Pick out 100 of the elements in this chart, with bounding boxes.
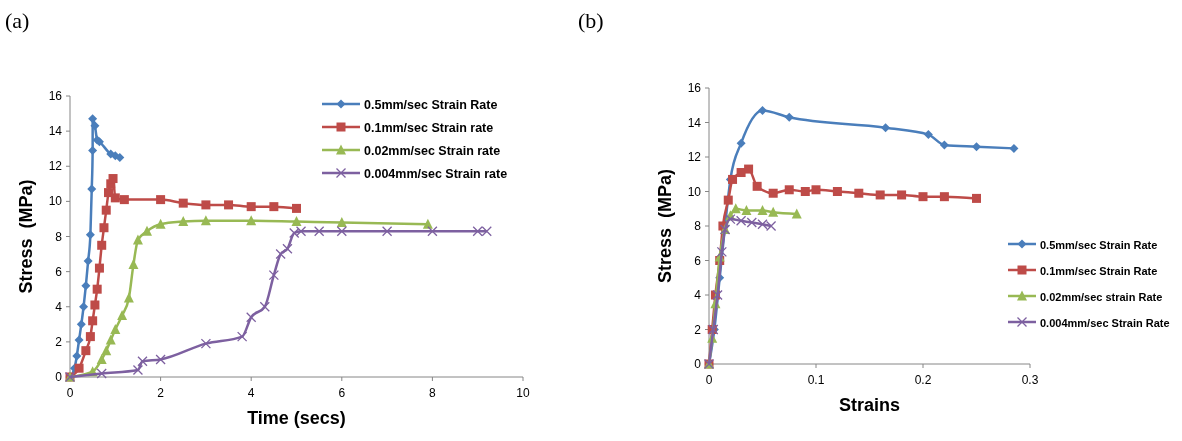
y-tick-label: 16: [687, 81, 702, 95]
y-tick-label: 6: [55, 264, 63, 279]
point: [132, 234, 143, 245]
point: [730, 203, 741, 214]
legend-label: 0.5mm/sec Strain Rate: [364, 97, 498, 112]
y-tick-label: 0: [694, 357, 702, 371]
point: [246, 202, 256, 212]
point: [268, 269, 279, 281]
point: [314, 226, 325, 237]
y-tick-label: 10: [687, 184, 702, 199]
chart-title: (b): [578, 8, 604, 33]
x-axis-title: Strains: [838, 395, 901, 415]
point: [259, 301, 270, 312]
legend-label: 0.1mm/sec Strain Rate: [1040, 264, 1158, 277]
y-axis-title: Stress (MPa): [16, 179, 36, 294]
legend-label: 0.004mm/sec Strain Rate: [1040, 316, 1170, 329]
point: [752, 181, 762, 191]
point: [87, 184, 97, 194]
point: [422, 218, 433, 229]
y-tick-label: 14: [687, 115, 702, 130]
y-tick-label: 14: [48, 124, 63, 139]
point: [155, 354, 166, 365]
point: [72, 351, 82, 361]
point: [246, 312, 257, 323]
y-tick-label: 4: [55, 299, 63, 314]
y-tick-label: 10: [48, 194, 63, 209]
point: [156, 195, 166, 205]
point: [381, 226, 393, 237]
point: [736, 138, 746, 148]
point: [74, 335, 84, 345]
point: [939, 192, 949, 202]
point: [92, 284, 102, 294]
y-tick-label: 16: [48, 89, 63, 103]
point: [90, 300, 100, 310]
point: [236, 331, 248, 342]
point: [291, 216, 302, 227]
point: [90, 121, 100, 131]
point: [427, 226, 438, 237]
y-tick-label: 2: [55, 334, 63, 349]
point: [791, 208, 802, 219]
legend-label: 0.5mm/sec Strain Rate: [1040, 238, 1158, 251]
point: [336, 216, 347, 227]
point: [155, 218, 166, 229]
point: [110, 324, 121, 335]
point: [923, 130, 933, 140]
point: [275, 248, 286, 260]
y-tick-label: 8: [55, 229, 63, 244]
point: [972, 142, 981, 152]
point: [292, 203, 301, 213]
legend-label: 0.1mm/sec Strain rate: [364, 120, 494, 135]
x-tick-label: 0: [66, 386, 74, 400]
point: [83, 256, 93, 266]
point: [716, 246, 727, 258]
point: [897, 190, 907, 200]
point: [142, 225, 153, 236]
point: [784, 185, 794, 195]
point: [94, 263, 104, 273]
point: [832, 187, 842, 196]
point: [99, 223, 109, 233]
point: [137, 356, 148, 367]
point: [800, 187, 810, 196]
point: [723, 195, 733, 205]
point: [105, 334, 116, 345]
point: [117, 310, 128, 321]
point: [881, 123, 891, 133]
x-tick-label: 0.3: [1021, 373, 1039, 387]
x-tick-label: 0: [705, 373, 713, 387]
legend-label: 0.02mm/sec Strain rate: [364, 143, 501, 158]
point: [918, 192, 928, 202]
x-tick-label: 2: [157, 386, 165, 400]
point: [768, 188, 778, 198]
point: [1009, 143, 1019, 153]
y-tick-label: 8: [694, 219, 702, 233]
point: [96, 353, 107, 364]
point: [246, 215, 257, 226]
point: [282, 243, 293, 254]
point: [79, 302, 89, 312]
y-tick-label: 6: [694, 253, 702, 268]
point: [97, 240, 107, 250]
point: [939, 140, 949, 150]
point: [128, 259, 139, 270]
x-tick-label: 4: [247, 386, 255, 400]
legend-label: 0.02mm/sec strain Rate: [1040, 290, 1163, 303]
point: [108, 174, 118, 184]
point: [178, 216, 189, 227]
point: [768, 206, 779, 217]
point: [178, 198, 188, 208]
y-tick-label: 12: [48, 159, 63, 174]
chart-title: (a): [5, 8, 30, 33]
point: [76, 319, 86, 329]
y-axis-title: Stress (MPa): [655, 168, 675, 284]
x-tick-label: 8: [429, 386, 437, 400]
y-tick-label: 4: [694, 288, 702, 302]
point: [101, 205, 111, 215]
point: [200, 215, 211, 226]
point: [758, 105, 767, 115]
point: [811, 185, 821, 195]
point: [972, 193, 981, 203]
x-axis-title: Time (secs): [247, 408, 346, 428]
point: [224, 200, 234, 210]
